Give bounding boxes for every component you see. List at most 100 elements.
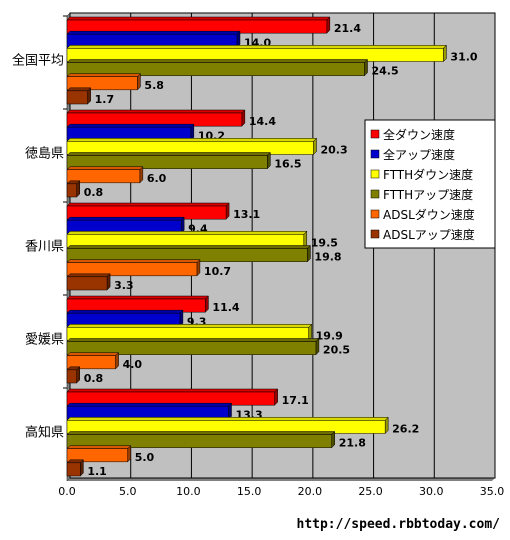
category-label: 愛媛県 <box>25 333 64 348</box>
bar-end-face <box>315 337 320 356</box>
bar-end-face <box>331 430 335 449</box>
bar-end-face <box>179 309 184 327</box>
bar-top-face <box>66 259 201 263</box>
data-label: 10.7 <box>204 265 231 278</box>
bar-end-face <box>313 137 317 156</box>
data-label: 21.4 <box>334 22 361 35</box>
data-label: 19.9 <box>316 330 343 343</box>
category-label: 高知県 <box>25 425 64 441</box>
legend-label: 全ダウン速度 <box>383 127 455 142</box>
legend-swatch <box>370 189 380 199</box>
bar-end-face <box>443 44 447 63</box>
bar-top-face <box>66 324 313 328</box>
bar-end-face <box>384 416 389 435</box>
legend-swatch <box>370 209 380 219</box>
bar-end-face <box>139 166 144 184</box>
category-label: 香川県 <box>25 240 64 255</box>
data-label: 3.3 <box>114 279 134 292</box>
bar-top-face <box>66 445 132 449</box>
bar <box>66 448 128 463</box>
bar-top-face <box>66 338 320 342</box>
legend-label: ADSLダウン速度 <box>383 207 475 222</box>
bar-top-face <box>66 45 448 49</box>
bar-end-face <box>137 73 141 91</box>
bar <box>66 155 268 169</box>
legend-swatch <box>370 129 380 139</box>
data-label: 14.4 <box>249 115 276 128</box>
bar-end-face <box>274 388 278 406</box>
bar <box>66 62 365 76</box>
bar-end-face <box>76 180 80 198</box>
bar-end-face <box>308 323 312 342</box>
data-label: 19.8 <box>314 251 341 264</box>
bar-top-face <box>66 216 185 221</box>
bar-end-face <box>303 230 308 249</box>
data-label: 1.1 <box>87 465 107 478</box>
bar-top-face <box>66 202 230 207</box>
bar-end-face <box>127 445 131 463</box>
bar <box>66 434 332 448</box>
bar-end-face <box>267 151 271 170</box>
data-label: 11.4 <box>212 301 239 314</box>
data-label: 4.0 <box>123 358 143 371</box>
data-label: 6.0 <box>147 172 167 185</box>
x-tick-label: 15.0 <box>237 485 262 498</box>
bar-top-face <box>66 402 233 407</box>
plot-floor <box>67 478 495 481</box>
bar-top-face <box>66 431 336 435</box>
bar-end-face <box>241 109 246 127</box>
bar <box>66 276 108 291</box>
legend-label: FTTHダウン速度 <box>383 167 473 182</box>
bar <box>66 462 81 477</box>
data-label: 13.1 <box>233 208 260 221</box>
legend-swatch <box>370 229 380 239</box>
bar-top-face <box>66 245 312 249</box>
legend-label: FTTHアップ速度 <box>383 187 473 202</box>
bar-top-face <box>66 87 92 92</box>
bar <box>66 262 198 277</box>
x-tick-label: 20.0 <box>298 485 323 498</box>
bar-top-face <box>66 138 318 142</box>
data-label: 17.1 <box>282 394 309 407</box>
data-label: 0.8 <box>84 372 104 385</box>
bar-top-face <box>66 16 331 21</box>
bar-end-face <box>326 16 331 34</box>
bar-top-face <box>66 388 279 393</box>
x-tick-label: 10.0 <box>176 485 201 498</box>
data-label: 31.0 <box>450 51 477 64</box>
bar-top-face <box>66 352 120 356</box>
bar-top-face <box>66 123 195 128</box>
data-label: 5.8 <box>144 79 164 92</box>
x-tick-label: 0.0 <box>58 485 76 498</box>
bar <box>66 90 88 105</box>
bar-end-face <box>87 87 91 105</box>
bar-end-face <box>236 30 241 48</box>
legend-swatch <box>370 149 380 159</box>
bar-end-face <box>205 295 209 313</box>
bar-top-face <box>66 30 241 35</box>
data-label: 20.5 <box>323 344 350 357</box>
bar-top-face <box>66 166 144 170</box>
bar-end-face <box>364 58 368 77</box>
bar <box>66 169 141 184</box>
data-label: 24.5 <box>372 65 399 78</box>
bar-top-face <box>66 417 389 421</box>
bar <box>66 76 138 91</box>
data-label: 1.7 <box>95 93 115 106</box>
bar-top-face <box>66 73 142 77</box>
data-label: 19.5 <box>311 237 338 250</box>
bar-end-face <box>106 273 111 291</box>
legend-box <box>364 119 496 249</box>
plot-area: 0.0 5.0 10.0 15.0 20.0 25.0 30.0 35.0 全国平均 21.4 14… <box>12 12 505 498</box>
data-label: 5.0 <box>135 451 155 464</box>
x-tick-label: 30.0 <box>419 485 444 498</box>
legend-label: ADSLアップ速度 <box>383 227 475 242</box>
bar-end-face <box>307 244 311 263</box>
data-label: 0.8 <box>84 186 104 199</box>
x-tick-label: 5.0 <box>119 485 137 498</box>
x-tick-label: 35.0 <box>480 485 505 498</box>
category-label: 徳島県 <box>25 147 64 162</box>
data-label: 21.8 <box>339 437 366 450</box>
